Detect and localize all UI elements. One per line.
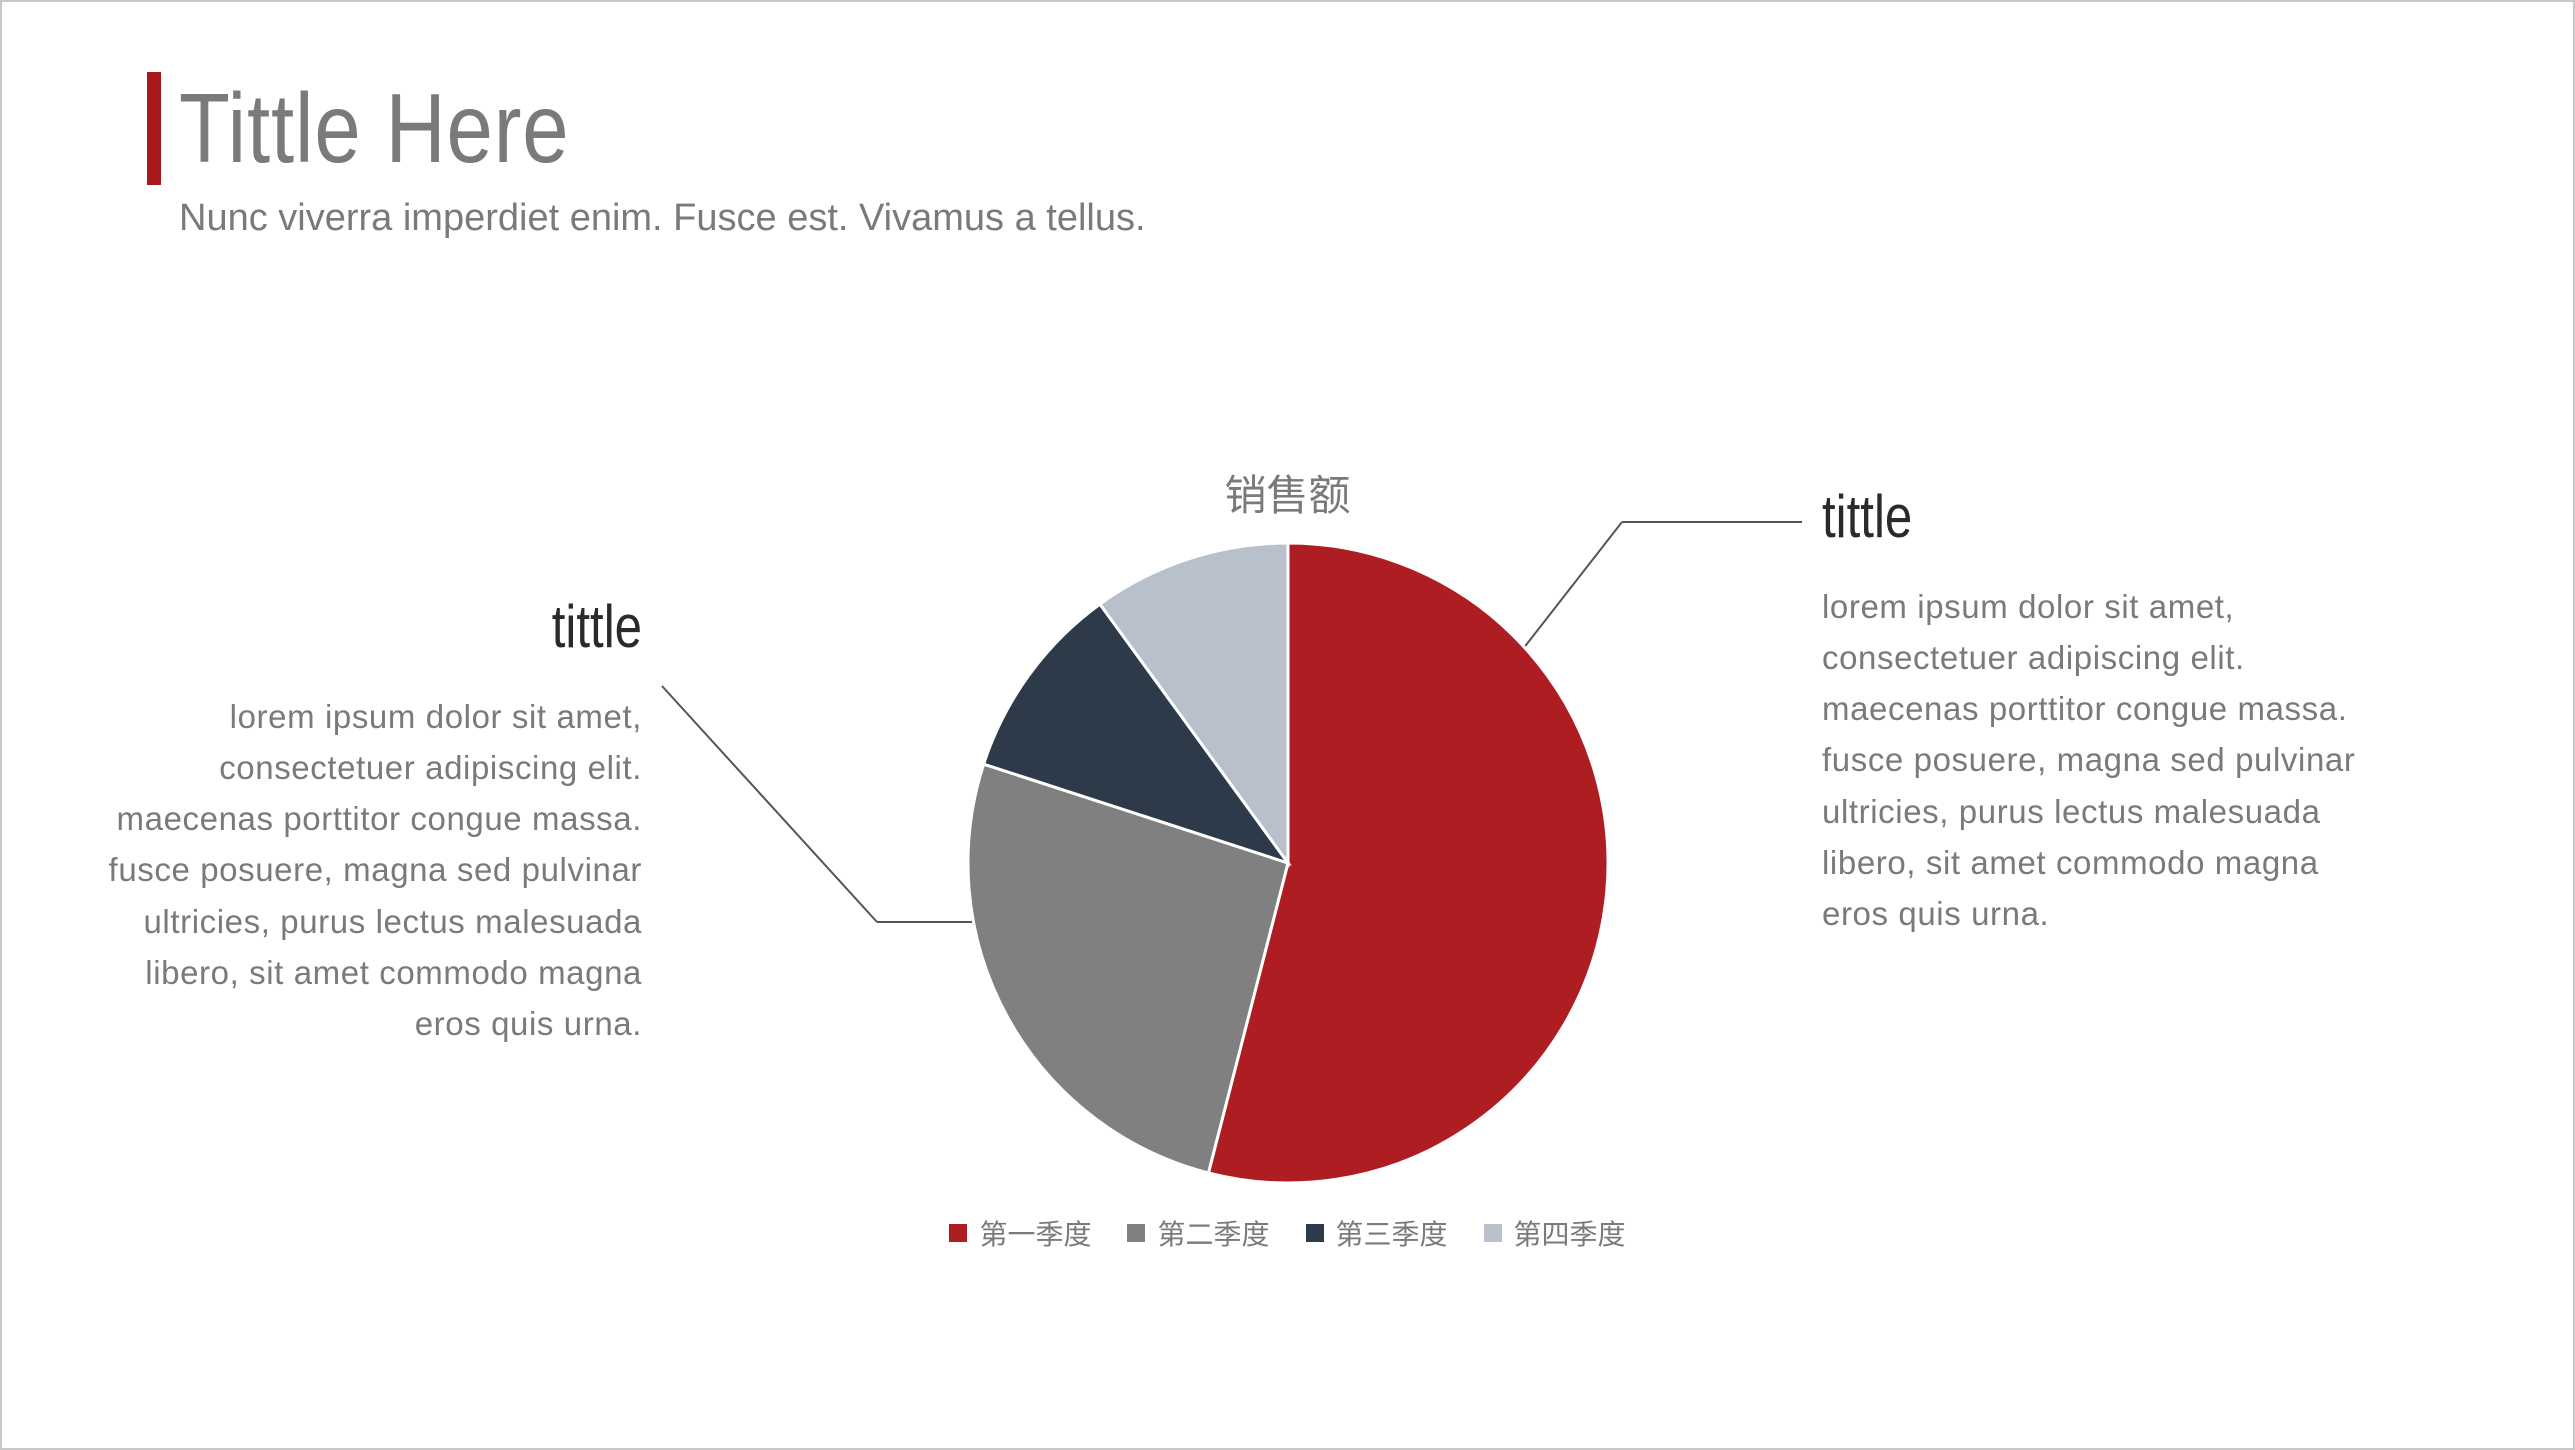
callout-left-body: lorem ipsum dolor sit amet, consectetuer…	[72, 691, 642, 1049]
callout-left-title: tittle	[175, 592, 642, 661]
pie-canvas	[968, 543, 1608, 1183]
page-title: Tittle Here	[179, 72, 569, 185]
slide: Tittle Here Nunc viverra imperdiet enim.…	[0, 0, 2575, 1450]
legend-item: 第四季度	[1484, 1213, 1626, 1253]
legend-swatch	[1127, 1224, 1145, 1242]
chart-legend: 第一季度 第二季度 第三季度 第四季度	[938, 1213, 1638, 1253]
title-accent-bar	[147, 72, 161, 185]
callout-right-title: tittle	[1822, 482, 2281, 551]
callout-right-body: lorem ipsum dolor sit amet, consectetuer…	[1822, 581, 2382, 939]
page-subtitle: Nunc viverra imperdiet enim. Fusce est. …	[179, 197, 1146, 240]
callout-left: tittle lorem ipsum dolor sit amet, conse…	[72, 592, 642, 1049]
legend-label: 第四季度	[1514, 1213, 1626, 1253]
title-block: Tittle Here Nunc viverra imperdiet enim.…	[147, 72, 1146, 240]
chart-title: 销售额	[938, 462, 1638, 523]
legend-item: 第二季度	[1127, 1213, 1269, 1253]
legend-label: 第三季度	[1336, 1213, 1448, 1253]
legend-item: 第三季度	[1306, 1213, 1448, 1253]
callout-right: tittle lorem ipsum dolor sit amet, conse…	[1822, 482, 2382, 939]
legend-swatch	[1306, 1224, 1324, 1242]
legend-item: 第一季度	[949, 1213, 1091, 1253]
legend-swatch	[1484, 1224, 1502, 1242]
legend-label: 第一季度	[979, 1213, 1091, 1253]
legend-label: 第二季度	[1157, 1213, 1269, 1253]
legend-swatch	[949, 1224, 967, 1242]
pie-chart: 销售额 第一季度 第二季度 第三季度 第四季度	[938, 462, 1638, 1253]
